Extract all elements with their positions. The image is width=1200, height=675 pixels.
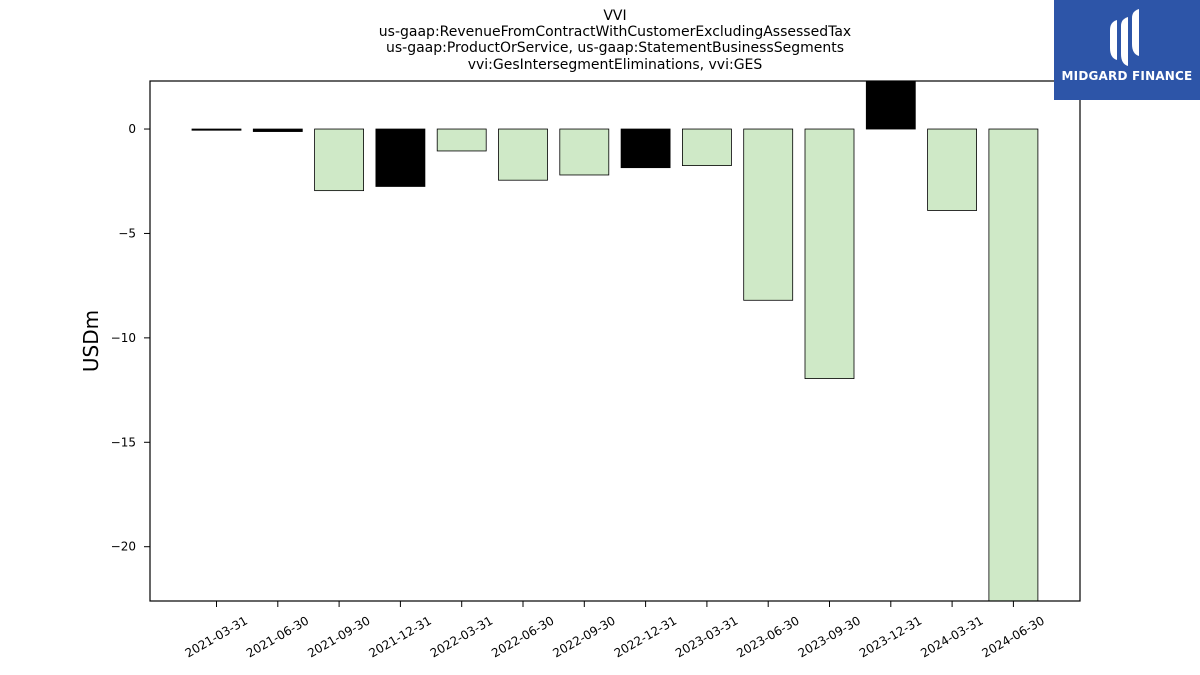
x-tick-label: 2023-09-30 <box>796 613 863 660</box>
x-tick-label: 2024-06-30 <box>979 613 1046 660</box>
bar-2023-12-31 <box>865 80 916 130</box>
y-tick-label: −15 <box>111 435 136 449</box>
chart-title-line-1: VVI <box>603 8 626 24</box>
y-tick-label: 0 <box>128 122 136 136</box>
x-tick-label: 2024-03-31 <box>918 613 985 660</box>
bar-2021-12-31 <box>375 128 426 187</box>
chart-title-line-4: vvi:GesIntersegmentEliminations, vvi:GES <box>468 57 763 73</box>
x-tick-label: 2023-12-31 <box>857 613 924 660</box>
brand-logo: MIDGARD FINANCE <box>1054 0 1200 100</box>
bar-2022-03-31 <box>436 128 487 152</box>
bar-2024-03-31 <box>927 128 977 211</box>
bar-2022-06-30 <box>498 128 548 181</box>
logo-mark-icon <box>1110 9 1139 66</box>
bar-2021-03-31 <box>191 128 242 131</box>
x-axis: 2021-03-312021-06-302021-09-302021-12-31… <box>183 601 1047 660</box>
bar-2023-09-30 <box>804 128 855 379</box>
bar-2022-09-30 <box>559 128 610 176</box>
bar-2021-09-30 <box>314 128 365 192</box>
bar-2023-03-31 <box>682 128 732 166</box>
x-tick-label: 2021-12-31 <box>366 613 433 660</box>
y-axis: 0 −5 −10 −15 −20 <box>111 122 150 554</box>
bar-2022-12-31 <box>620 128 671 169</box>
x-tick-label: 2021-09-30 <box>305 613 372 660</box>
bar-2021-06-30 <box>252 128 303 132</box>
y-tick-label: −5 <box>118 226 136 240</box>
bar-2024-06-30 <box>988 128 1039 602</box>
x-tick-label: 2022-06-30 <box>489 613 556 660</box>
x-tick-label: 2021-03-31 <box>183 613 250 660</box>
x-tick-label: 2022-12-31 <box>612 613 679 660</box>
y-tick-label: −20 <box>111 540 136 554</box>
bars-group <box>191 80 1039 602</box>
x-tick-label: 2023-06-30 <box>734 613 801 660</box>
y-tick-label: −10 <box>111 331 136 345</box>
x-tick-label: 2021-06-30 <box>244 613 311 660</box>
y-axis-label: USDm <box>79 310 103 372</box>
x-tick-label: 2022-03-31 <box>428 613 495 660</box>
chart-title: VVI us-gaap:RevenueFromContractWithCusto… <box>379 8 851 73</box>
x-tick-label: 2023-03-31 <box>673 613 740 660</box>
plot-frame <box>149 80 1081 602</box>
logo-brand-name: MIDGARD FINANCE <box>1061 69 1193 83</box>
chart-title-line-3: us-gaap:ProductOrService, us-gaap:Statem… <box>386 40 844 56</box>
chart-title-line-2: us-gaap:RevenueFromContractWithCustomerE… <box>379 24 851 40</box>
x-tick-label: 2022-09-30 <box>550 613 617 660</box>
bar-2023-06-30 <box>743 128 794 301</box>
